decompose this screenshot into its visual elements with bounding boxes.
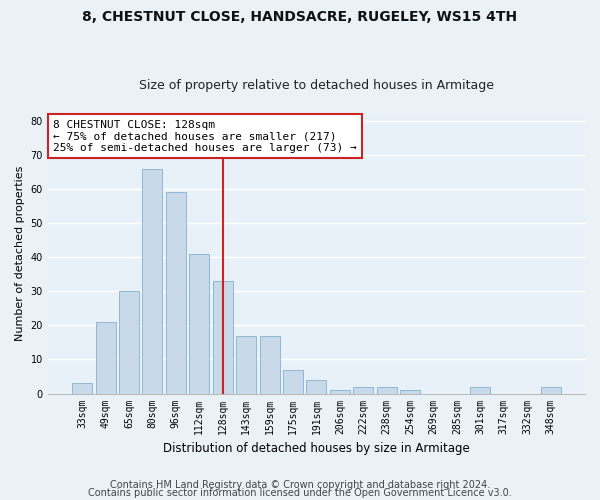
Text: Contains HM Land Registry data © Crown copyright and database right 2024.: Contains HM Land Registry data © Crown c… <box>110 480 490 490</box>
Bar <box>260 336 280 394</box>
Bar <box>236 336 256 394</box>
Bar <box>142 168 163 394</box>
Bar <box>166 192 186 394</box>
Bar <box>190 254 209 394</box>
Bar <box>353 386 373 394</box>
Bar <box>95 322 116 394</box>
Bar <box>119 292 139 394</box>
Text: 8, CHESTNUT CLOSE, HANDSACRE, RUGELEY, WS15 4TH: 8, CHESTNUT CLOSE, HANDSACRE, RUGELEY, W… <box>82 10 518 24</box>
Bar <box>72 384 92 394</box>
Bar <box>213 281 233 394</box>
Text: Contains public sector information licensed under the Open Government Licence v3: Contains public sector information licen… <box>88 488 512 498</box>
Bar <box>400 390 420 394</box>
Bar <box>330 390 350 394</box>
Bar <box>541 386 560 394</box>
Bar <box>470 386 490 394</box>
Text: 8 CHESTNUT CLOSE: 128sqm
← 75% of detached houses are smaller (217)
25% of semi-: 8 CHESTNUT CLOSE: 128sqm ← 75% of detach… <box>53 120 357 153</box>
Bar <box>283 370 303 394</box>
X-axis label: Distribution of detached houses by size in Armitage: Distribution of detached houses by size … <box>163 442 470 455</box>
Y-axis label: Number of detached properties: Number of detached properties <box>15 166 25 342</box>
Title: Size of property relative to detached houses in Armitage: Size of property relative to detached ho… <box>139 79 494 92</box>
Bar <box>307 380 326 394</box>
Bar <box>377 386 397 394</box>
